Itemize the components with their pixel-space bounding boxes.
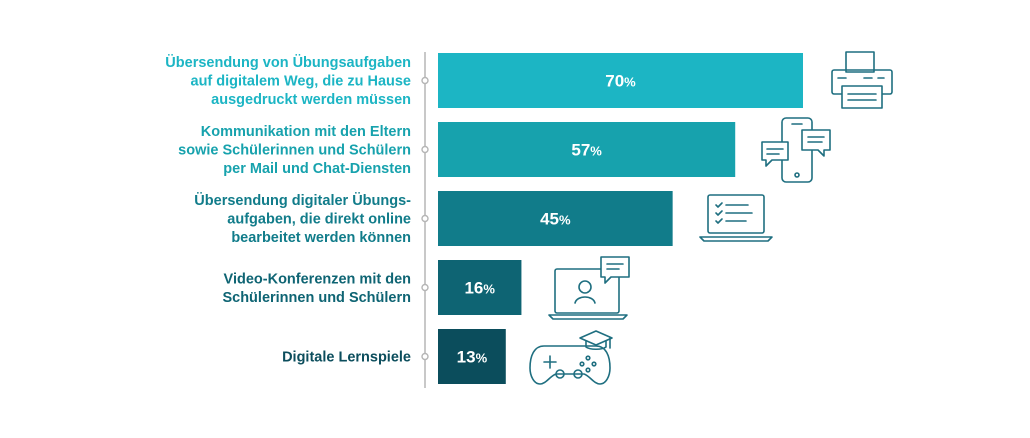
category-label: Video-Konferenzen mit den Schülerinnen un… xyxy=(222,271,411,306)
bar xyxy=(438,329,506,384)
value-label: 16% xyxy=(464,279,495,298)
gamepad-icon xyxy=(529,330,613,385)
category-label: Übersendung von Übungsaufgaben auf digita… xyxy=(165,54,411,108)
value-label: 57% xyxy=(571,141,602,160)
bar xyxy=(438,122,736,177)
axis-tick xyxy=(421,145,429,154)
chat-phone-icon xyxy=(761,117,831,183)
axis-tick xyxy=(421,283,429,292)
value-label: 70% xyxy=(605,72,636,91)
laptop-checklist-icon xyxy=(699,194,773,242)
category-label: Übersendung digitaler Übungs-aufgaben, d… xyxy=(194,192,411,246)
bar xyxy=(438,191,673,246)
video-conference-icon xyxy=(548,256,630,320)
axis-tick xyxy=(421,352,429,361)
value-label: 13% xyxy=(457,348,488,367)
bar xyxy=(438,53,803,108)
value-label: 45% xyxy=(540,210,571,229)
category-label: Kommunikation mit den Eltern sowie Schüle… xyxy=(178,124,411,177)
axis-tick xyxy=(421,214,429,223)
axis-tick xyxy=(421,76,429,85)
bar xyxy=(438,260,522,315)
printer-icon xyxy=(831,51,893,109)
category-label: Digitale Lernspiele xyxy=(282,350,411,366)
